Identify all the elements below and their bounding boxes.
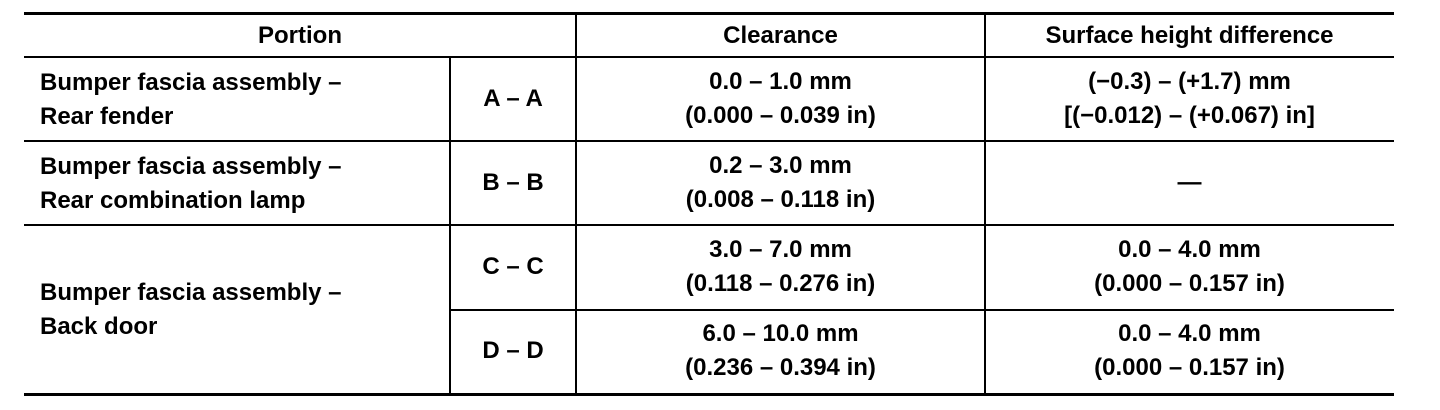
header-cell: Surface height difference <box>985 15 1394 57</box>
cell-text: 6.0 – 10.0 mm <box>702 320 859 347</box>
cell-text: 0.0 – 1.0 mm <box>709 68 852 95</box>
portion-cell: Bumper fascia assembly – Rear fender <box>24 58 450 142</box>
rule <box>24 140 1394 142</box>
cell-text: 0.2 – 3.0 mm <box>709 152 852 179</box>
cell-text: [(−0.012) – (+0.067) in] <box>1064 102 1315 129</box>
cell-text: B – B <box>482 169 544 196</box>
rule <box>575 14 577 394</box>
cell-text: A – A <box>483 85 543 112</box>
cell-text: — <box>1177 169 1202 196</box>
cell-text: (0.000 – 0.039 in) <box>685 102 876 129</box>
cell-text: 3.0 – 7.0 mm <box>709 236 852 263</box>
clearance-cell: 0.2 – 3.0 mm (0.008 – 0.118 in) <box>576 142 985 224</box>
cell-text: Rear fender <box>40 103 174 130</box>
cell-text: 0.0 – 4.0 mm <box>1118 236 1261 263</box>
portion-cell: Bumper fascia assembly – Rear combination… <box>24 142 450 226</box>
cell-text: Bumper fascia assembly – <box>40 279 342 306</box>
rule <box>24 393 1394 396</box>
cell-text: (0.000 – 0.157 in) <box>1094 270 1285 297</box>
surface-cell: 0.0 – 4.0 mm (0.000 – 0.157 in) <box>985 310 1394 392</box>
cell-text: Portion <box>258 22 342 49</box>
section-cell: A – A <box>450 58 576 140</box>
cell-text: Bumper fascia assembly – <box>40 69 342 96</box>
section-cell: C – C <box>450 226 576 308</box>
rule <box>984 14 986 394</box>
rule <box>450 309 1394 311</box>
section-cell: D – D <box>450 310 576 392</box>
cell-text: Surface height difference <box>1045 22 1334 49</box>
clearance-cell: 0.0 – 1.0 mm (0.000 – 0.039 in) <box>576 58 985 140</box>
cell-text: C – C <box>482 253 544 280</box>
cell-text: Bumper fascia assembly – <box>40 153 342 180</box>
cell-text: (0.008 – 0.118 in) <box>685 186 876 213</box>
surface-cell: — <box>985 142 1394 224</box>
cell-text: 0.0 – 4.0 mm <box>1118 320 1261 347</box>
clearance-cell: 6.0 – 10.0 mm (0.236 – 0.394 in) <box>576 310 985 392</box>
header-cell: Portion <box>24 15 576 57</box>
surface-cell: 0.0 – 4.0 mm (0.000 – 0.157 in) <box>985 226 1394 308</box>
cell-text: (0.236 – 0.394 in) <box>685 354 876 381</box>
portion-cell: Bumper fascia assembly – Back door <box>24 226 450 394</box>
rule <box>449 57 451 394</box>
surface-cell: (−0.3) – (+1.7) mm [(−0.012) – (+0.067) i… <box>985 58 1394 140</box>
cell-text: Clearance <box>723 22 838 49</box>
cell-text: Back door <box>40 313 158 340</box>
cell-text: (−0.3) – (+1.7) mm <box>1088 68 1291 95</box>
rule <box>24 56 1394 58</box>
rule <box>24 12 1394 15</box>
cell-text: D – D <box>482 337 544 364</box>
header-cell: Clearance <box>576 15 985 57</box>
clearance-cell: 3.0 – 7.0 mm (0.118 – 0.276 in) <box>576 226 985 308</box>
rule <box>24 224 1394 226</box>
section-cell: B – B <box>450 142 576 224</box>
cell-text: (0.118 – 0.276 in) <box>685 270 876 297</box>
cell-text: (0.000 – 0.157 in) <box>1094 354 1285 381</box>
cell-text: Rear combination lamp <box>40 187 306 214</box>
